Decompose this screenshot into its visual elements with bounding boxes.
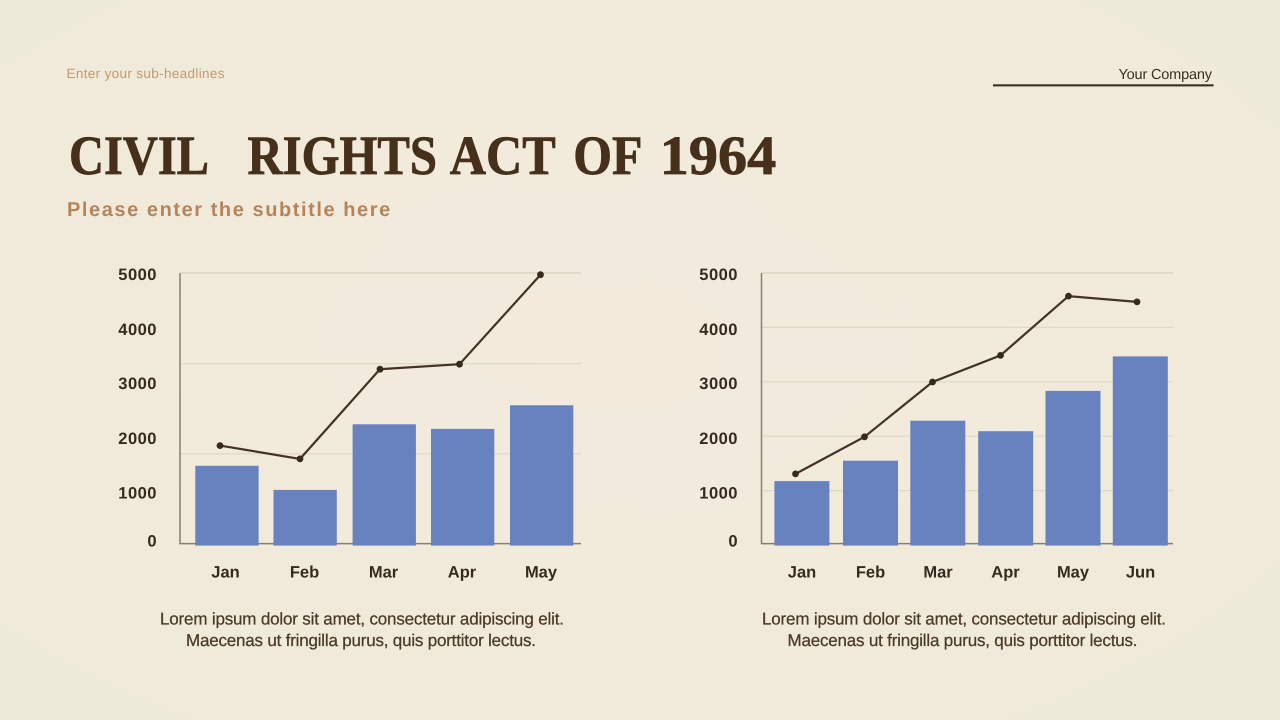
svg-text:Mar: Mar: [923, 563, 953, 581]
svg-text:5000: 5000: [118, 266, 157, 284]
svg-text:Enter your sub-headlines: Enter your sub-headlines: [67, 66, 225, 81]
svg-text:Lorem ipsum dolor sit amet, co: Lorem ipsum dolor sit amet, consectetur …: [762, 610, 1166, 629]
svg-text:1000: 1000: [118, 484, 157, 502]
svg-text:Apr: Apr: [448, 563, 477, 581]
svg-text:Mar: Mar: [369, 563, 399, 581]
svg-text:1000: 1000: [699, 484, 738, 502]
svg-text:Maecenas ut fringilla purus, q: Maecenas ut fringilla purus, quis portti…: [186, 631, 536, 650]
svg-text:Feb: Feb: [856, 563, 885, 581]
svg-text:Jan: Jan: [788, 563, 816, 581]
svg-text:0: 0: [147, 533, 157, 551]
svg-text:CIVIL: CIVIL: [69, 126, 209, 187]
svg-text:4000: 4000: [699, 321, 738, 339]
svg-text:1964: 1964: [660, 126, 777, 187]
svg-text:5000: 5000: [699, 266, 738, 284]
svg-text:OF: OF: [573, 126, 642, 187]
svg-text:Jan: Jan: [211, 563, 239, 581]
svg-text:May: May: [1057, 563, 1090, 581]
svg-text:0: 0: [728, 533, 738, 551]
svg-text:Feb: Feb: [290, 563, 319, 581]
svg-text:3000: 3000: [699, 375, 738, 393]
svg-text:ACT: ACT: [450, 126, 556, 187]
svg-text:Your Company: Your Company: [1119, 67, 1213, 83]
svg-text:2000: 2000: [118, 430, 157, 448]
svg-text:Maecenas ut fringilla purus, q: Maecenas ut fringilla purus, quis portti…: [788, 631, 1138, 650]
svg-text:2000: 2000: [699, 430, 738, 448]
svg-text:RIGHTS: RIGHTS: [248, 126, 438, 187]
svg-text:Lorem ipsum dolor sit amet, co: Lorem ipsum dolor sit amet, consectetur …: [160, 610, 564, 629]
svg-text:4000: 4000: [118, 321, 157, 339]
svg-text:Apr: Apr: [991, 563, 1020, 581]
svg-text:Please enter the subtitle here: Please enter the subtitle here: [67, 199, 391, 221]
svg-text:3000: 3000: [118, 375, 157, 393]
svg-text:Jun: Jun: [1126, 563, 1155, 581]
svg-text:May: May: [525, 563, 558, 581]
